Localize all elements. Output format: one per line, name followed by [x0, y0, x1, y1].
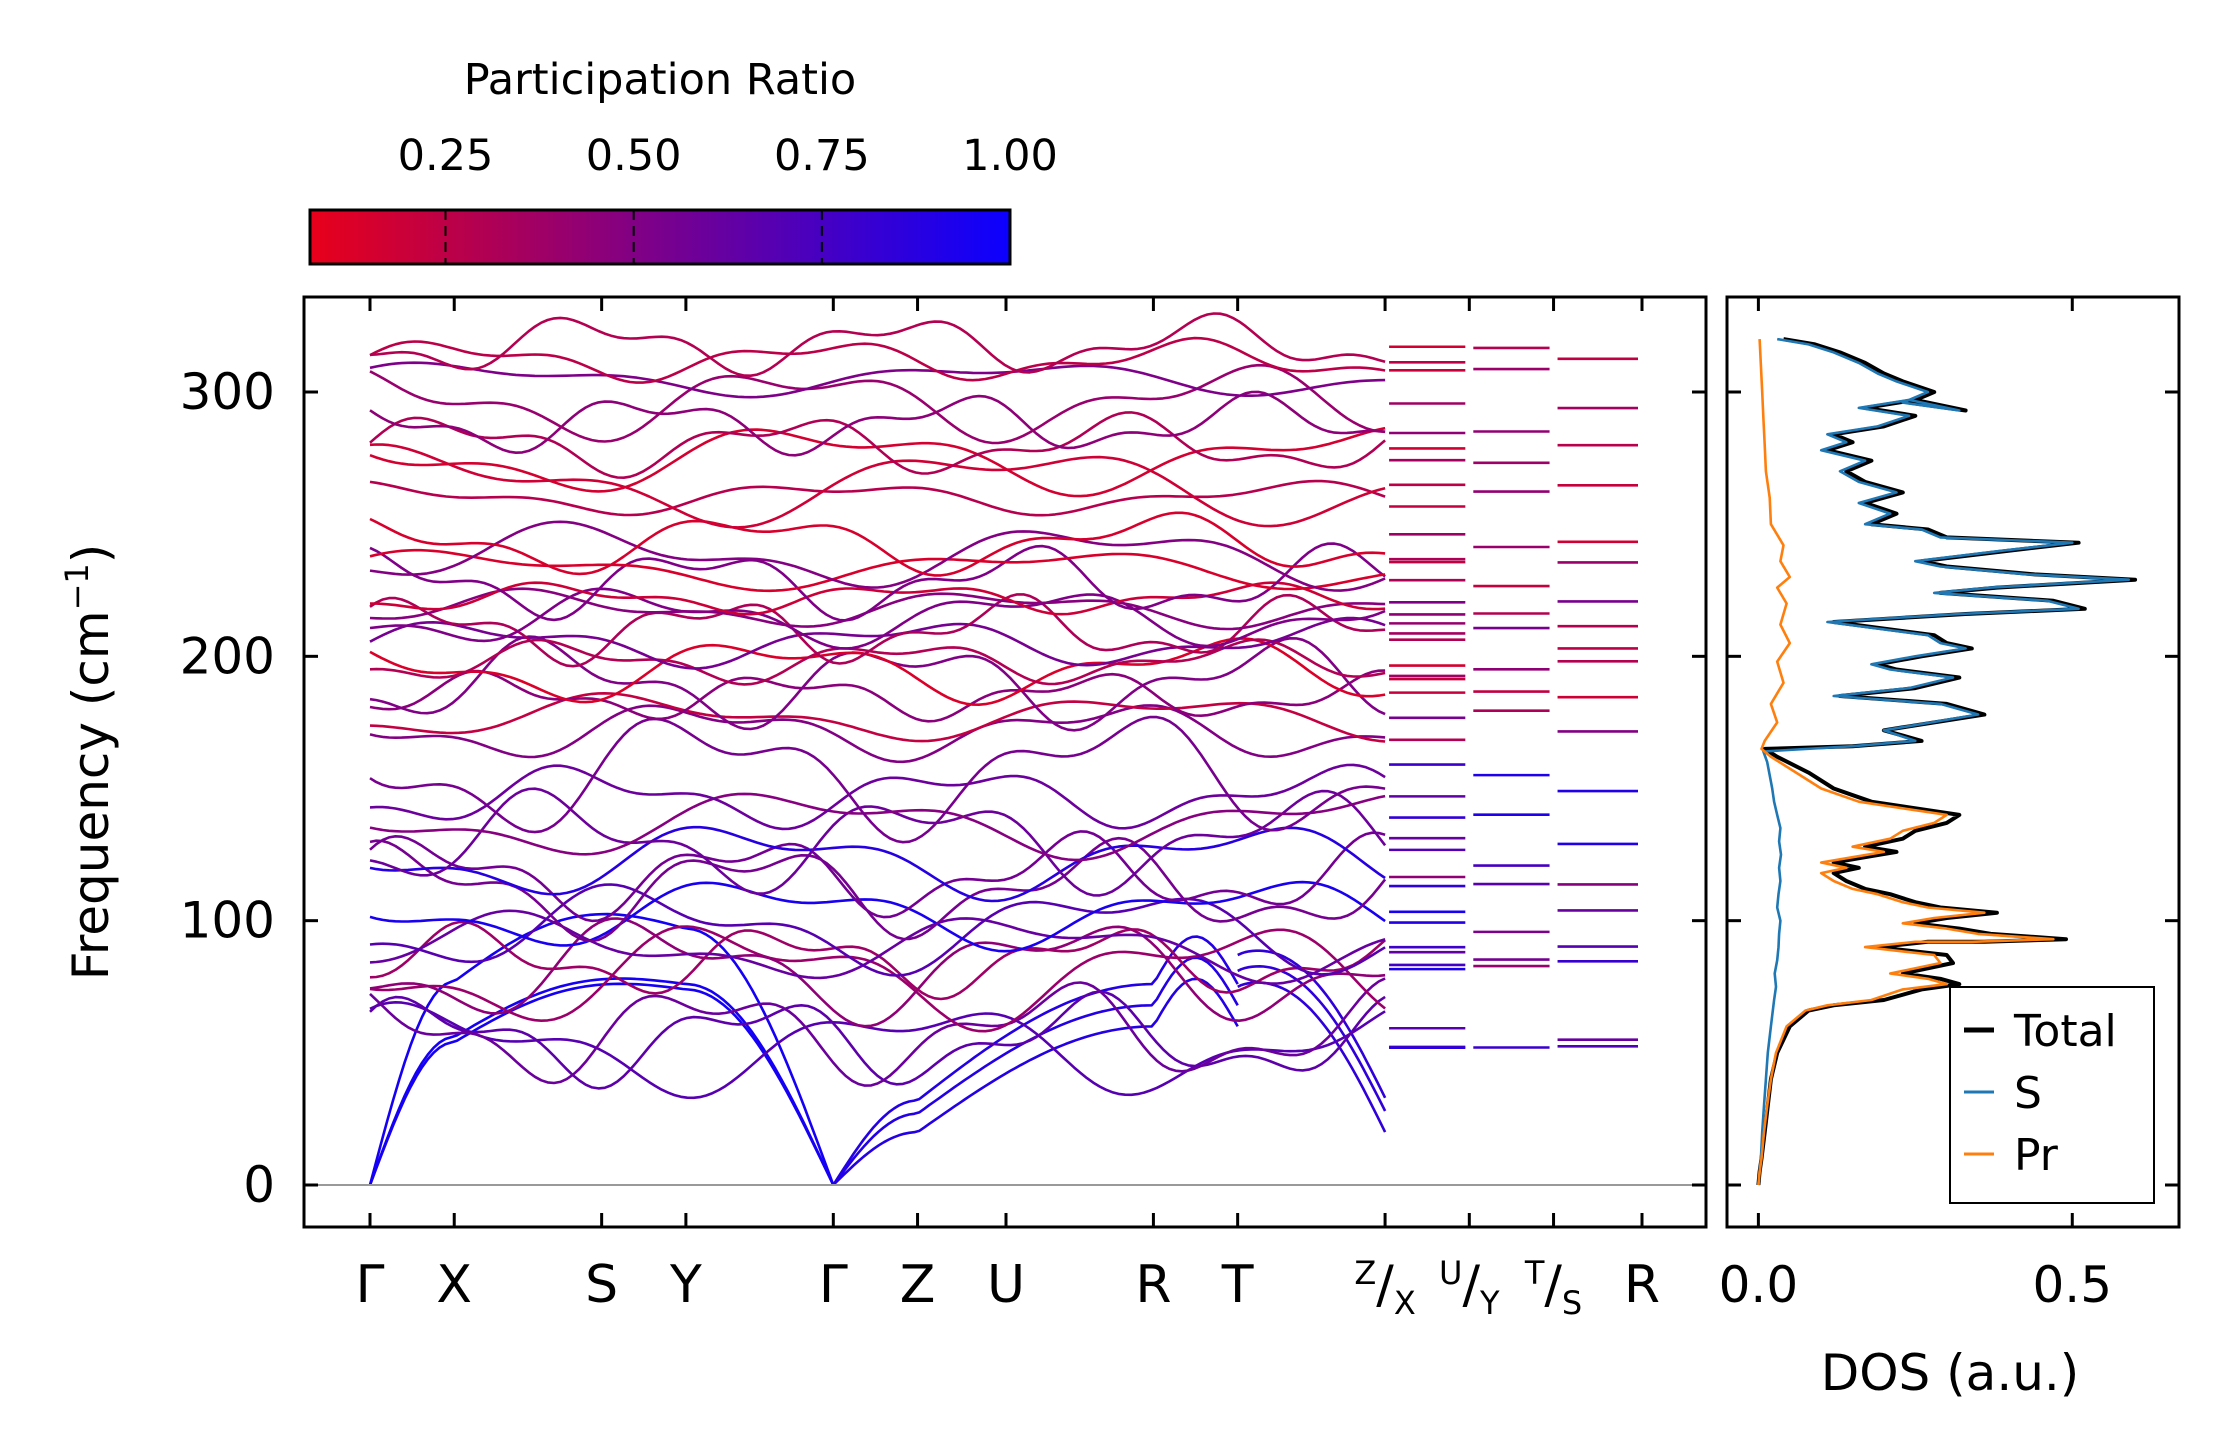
y-tick-label: 0	[243, 1156, 275, 1214]
kpoint-label: Γ	[819, 1255, 848, 1315]
legend-label: Pr	[2014, 1130, 2059, 1181]
optical-branch	[369, 715, 1386, 844]
optical-branch	[369, 390, 1386, 457]
optical-branch	[369, 669, 1386, 723]
frequency-label-exponent: −1	[58, 563, 96, 610]
phonon-bands	[368, 312, 1638, 1186]
dos-axis-ticks: 0.0 0.5	[1719, 297, 2179, 1314]
dos-axis-label: DOS (a.u.)	[1821, 1344, 2080, 1402]
optical-branch	[369, 836, 1387, 943]
optical-branch	[369, 312, 1386, 377]
optical-branch	[369, 443, 1386, 529]
optical-branch	[369, 830, 1386, 923]
optical-branch	[369, 990, 1386, 1090]
dos-series-pr	[1757, 339, 2055, 1186]
dos-panel: 0.0 0.5 DOS (a.u.) Total S Pr	[1719, 295, 2181, 1402]
y-tick-label: 200	[180, 627, 275, 685]
optical-branch	[369, 548, 1386, 593]
frequency-axis-ticks: 0 100 200 300	[180, 363, 1706, 1214]
optical-branch	[369, 542, 1386, 622]
kpoint-label: Y	[669, 1255, 702, 1315]
optical-branch	[369, 1001, 1386, 1100]
optical-branch	[369, 426, 1386, 498]
kpoint-label: T	[1221, 1255, 1254, 1315]
y-tick-label: 100	[180, 892, 275, 950]
optical-branch	[369, 917, 1386, 1028]
frequency-axis-label: Frequency (cm−1)	[58, 544, 120, 981]
optical-branch	[369, 593, 1386, 668]
colorbar-gradient	[308, 208, 1012, 266]
colorbar: Participation Ratio 0.25 0.50 0.75 1.00	[308, 55, 1058, 266]
optical-branch	[369, 880, 1386, 953]
optical-branch	[369, 792, 1386, 862]
optical-branch	[369, 763, 1386, 831]
optical-branch	[369, 616, 1386, 670]
kpoint-compound-label: Z/X	[1354, 1254, 1415, 1322]
kpoint-label: U	[987, 1255, 1025, 1315]
optical-branch	[369, 977, 1386, 1087]
legend-label: Total	[2013, 1006, 2117, 1057]
acoustic-branch	[368, 912, 835, 1186]
dos-x-tick-label: 0.5	[2033, 1256, 2113, 1314]
acoustic-branch	[1237, 965, 1387, 1112]
kpoint-label: Z	[900, 1255, 936, 1315]
dos-curves	[1756, 337, 2138, 1186]
acoustic-branch	[1237, 949, 1387, 1099]
frequency-label-close: )	[62, 544, 120, 564]
optical-branch	[369, 520, 1386, 592]
kpoint-compound-label: U/Y	[1439, 1254, 1500, 1322]
optical-branch	[369, 511, 1386, 577]
colorbar-tick-label: 0.50	[586, 131, 682, 181]
optical-branch	[369, 920, 1386, 1001]
colorbar-title: Participation Ratio	[464, 55, 857, 105]
colorbar-tick-label: 0.25	[398, 131, 494, 181]
optical-branch	[369, 361, 1386, 399]
kpoint-compound-label: T/S	[1524, 1254, 1582, 1322]
acoustic-branch	[368, 977, 835, 1186]
legend-label: S	[2014, 1068, 2042, 1119]
dos-series-s	[1757, 337, 2131, 1186]
optical-branch	[369, 909, 1386, 985]
optical-branch	[369, 587, 1386, 631]
optical-branch	[369, 692, 1386, 743]
dos-x-tick-label: 0.0	[1719, 1256, 1799, 1314]
colorbar-tick-label: 0.75	[774, 131, 870, 181]
legend: Total S Pr	[1949, 986, 2155, 1204]
kpoint-label: R	[1624, 1255, 1660, 1315]
kpoint-label: Γ	[356, 1255, 385, 1315]
acoustic-branch	[832, 977, 1239, 1186]
optical-branch	[370, 581, 1386, 616]
optical-branch	[369, 704, 1386, 764]
colorbar-tick-label: 1.00	[962, 131, 1058, 181]
kpoint-label: S	[585, 1255, 618, 1315]
optical-branch	[369, 411, 1386, 479]
legend-box	[1949, 986, 2155, 1204]
optical-branch	[369, 363, 1386, 445]
optical-branch	[369, 336, 1386, 384]
kpoint-label: X	[436, 1255, 472, 1315]
kpoint-axis-ticks: Γ X S Y Γ Z U R T RZ/XU/YT/S	[356, 297, 1660, 1322]
colorbar-ticks	[444, 210, 823, 264]
frequency-label-text: Frequency (cm	[62, 610, 120, 980]
optical-branch	[369, 925, 1386, 1033]
optical-branch	[369, 883, 1386, 977]
optical-branch	[369, 479, 1386, 517]
y-tick-label: 300	[180, 363, 275, 421]
kpoint-label: R	[1135, 1255, 1171, 1315]
optical-branch	[369, 825, 1386, 903]
legend-items: Total S Pr	[1964, 1006, 2117, 1181]
dos-frame	[1725, 295, 2181, 1229]
optical-branch	[369, 637, 1386, 706]
optical-branch	[369, 787, 1387, 897]
optical-branch	[369, 638, 1386, 686]
colorbar-tick-labels: 0.25 0.50 0.75 1.00	[398, 131, 1058, 181]
